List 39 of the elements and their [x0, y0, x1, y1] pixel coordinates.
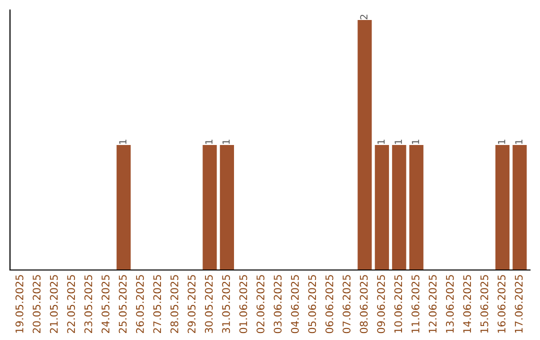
x-tick-label: 13.06.2025	[446, 275, 454, 333]
x-tick-label: 27.05.2025	[153, 275, 162, 334]
x-tick-label: 24.05.2025	[102, 275, 110, 334]
x-tick-label: 21.05.2025	[50, 275, 58, 334]
data-label: 1	[378, 140, 385, 144]
data-label: 1	[498, 140, 506, 144]
x-tick-label: 17.06.2025	[514, 275, 523, 333]
x-tick-label: 03.06.2025	[274, 275, 282, 334]
data-label: 1	[222, 140, 230, 144]
x-tick-label: 06.06.2025	[325, 275, 334, 334]
x-tick-label: 19.05.2025	[15, 275, 24, 333]
x-tick-label: 08.06.2025	[360, 275, 368, 334]
x-tick-label: 23.05.2025	[84, 275, 92, 334]
x-tick-label: 11.06.2025	[412, 275, 420, 333]
data-label: 1	[205, 140, 212, 144]
x-tick-label: 25.05.2025	[118, 275, 127, 334]
x-tick-label: 22.05.2025	[67, 275, 76, 334]
x-tick-label: 09.06.2025	[377, 275, 385, 334]
data-label: 1	[515, 140, 522, 144]
data-label: 2	[360, 14, 368, 20]
data-label: 1	[412, 140, 420, 144]
x-tick-label: 12.06.2025	[428, 275, 437, 333]
x-tick-label: 16.06.2025	[498, 275, 506, 333]
x-tick-label: 14.06.2025	[463, 275, 472, 333]
data-label: 1	[394, 140, 402, 144]
x-tick-label: 31.05.2025	[222, 275, 230, 334]
x-tick-label: 04.06.2025	[290, 275, 299, 334]
x-tick-label: 30.05.2025	[204, 275, 213, 334]
x-tick-label: 05.06.2025	[308, 275, 316, 334]
x-tick-label: 02.06.2025	[256, 275, 264, 334]
x-tick-label: 28.05.2025	[170, 275, 178, 334]
x-tick-label: 01.06.2025	[239, 275, 248, 334]
x-tick-label: 15.06.2025	[480, 275, 488, 333]
x-tick-label: 26.05.2025	[136, 275, 144, 334]
x-tick-label: 29.05.2025	[188, 275, 196, 334]
x-tick-label: 10.06.2025	[394, 275, 402, 333]
data-label: 1	[119, 140, 126, 144]
x-tick-label: 07.06.2025	[342, 275, 351, 334]
x-tick-label: 20.05.2025	[32, 275, 41, 334]
